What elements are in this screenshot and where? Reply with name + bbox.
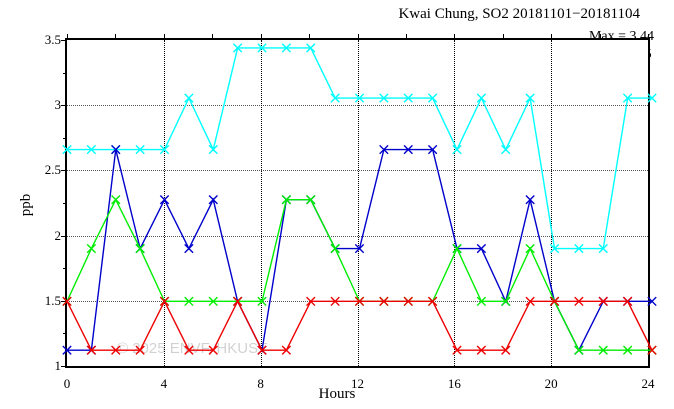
data-point-cyan[interactable] <box>477 94 485 102</box>
ytick-label: 3.5 <box>29 32 61 48</box>
ytick-label: 2 <box>29 228 61 244</box>
data-point-green[interactable] <box>526 244 534 252</box>
chart-title: Kwai Chung, SO2 20181101−20181104 <box>0 6 650 23</box>
data-point-green[interactable] <box>87 244 95 252</box>
chart-container: Kwai Chung, SO2 20181101−20181104 Max = … <box>0 0 674 409</box>
data-line-red[interactable] <box>67 301 652 350</box>
xtick-label: 4 <box>161 376 168 392</box>
ytick-label: 2.5 <box>29 162 61 178</box>
ytick-label: 1.5 <box>29 293 61 309</box>
xtick-label: 16 <box>448 376 461 392</box>
data-series-svg <box>67 40 648 366</box>
data-point-cyan[interactable] <box>502 145 510 153</box>
y-axis-label: ppb <box>18 193 35 216</box>
xtick-label: 8 <box>257 376 264 392</box>
plot-area[interactable]: 3.5 3 2.5 2 1.5 1 0 4 8 12 16 20 24 <box>65 38 650 368</box>
data-point-blue[interactable] <box>160 196 168 204</box>
data-line-green[interactable] <box>67 200 652 350</box>
data-point-cyan[interactable] <box>185 94 193 102</box>
data-point-green[interactable] <box>112 196 120 204</box>
xtick-label: 24 <box>642 376 655 392</box>
data-point-blue[interactable] <box>185 244 193 252</box>
xtick-label: 20 <box>545 376 558 392</box>
tick-mark <box>61 366 67 367</box>
ytick-label: 1 <box>29 358 61 374</box>
xtick-label: 0 <box>64 376 71 392</box>
ytick-label: 3 <box>29 97 61 113</box>
data-point-cyan[interactable] <box>453 145 461 153</box>
x-axis-label: Hours <box>319 386 356 403</box>
tick-mark <box>648 34 649 40</box>
